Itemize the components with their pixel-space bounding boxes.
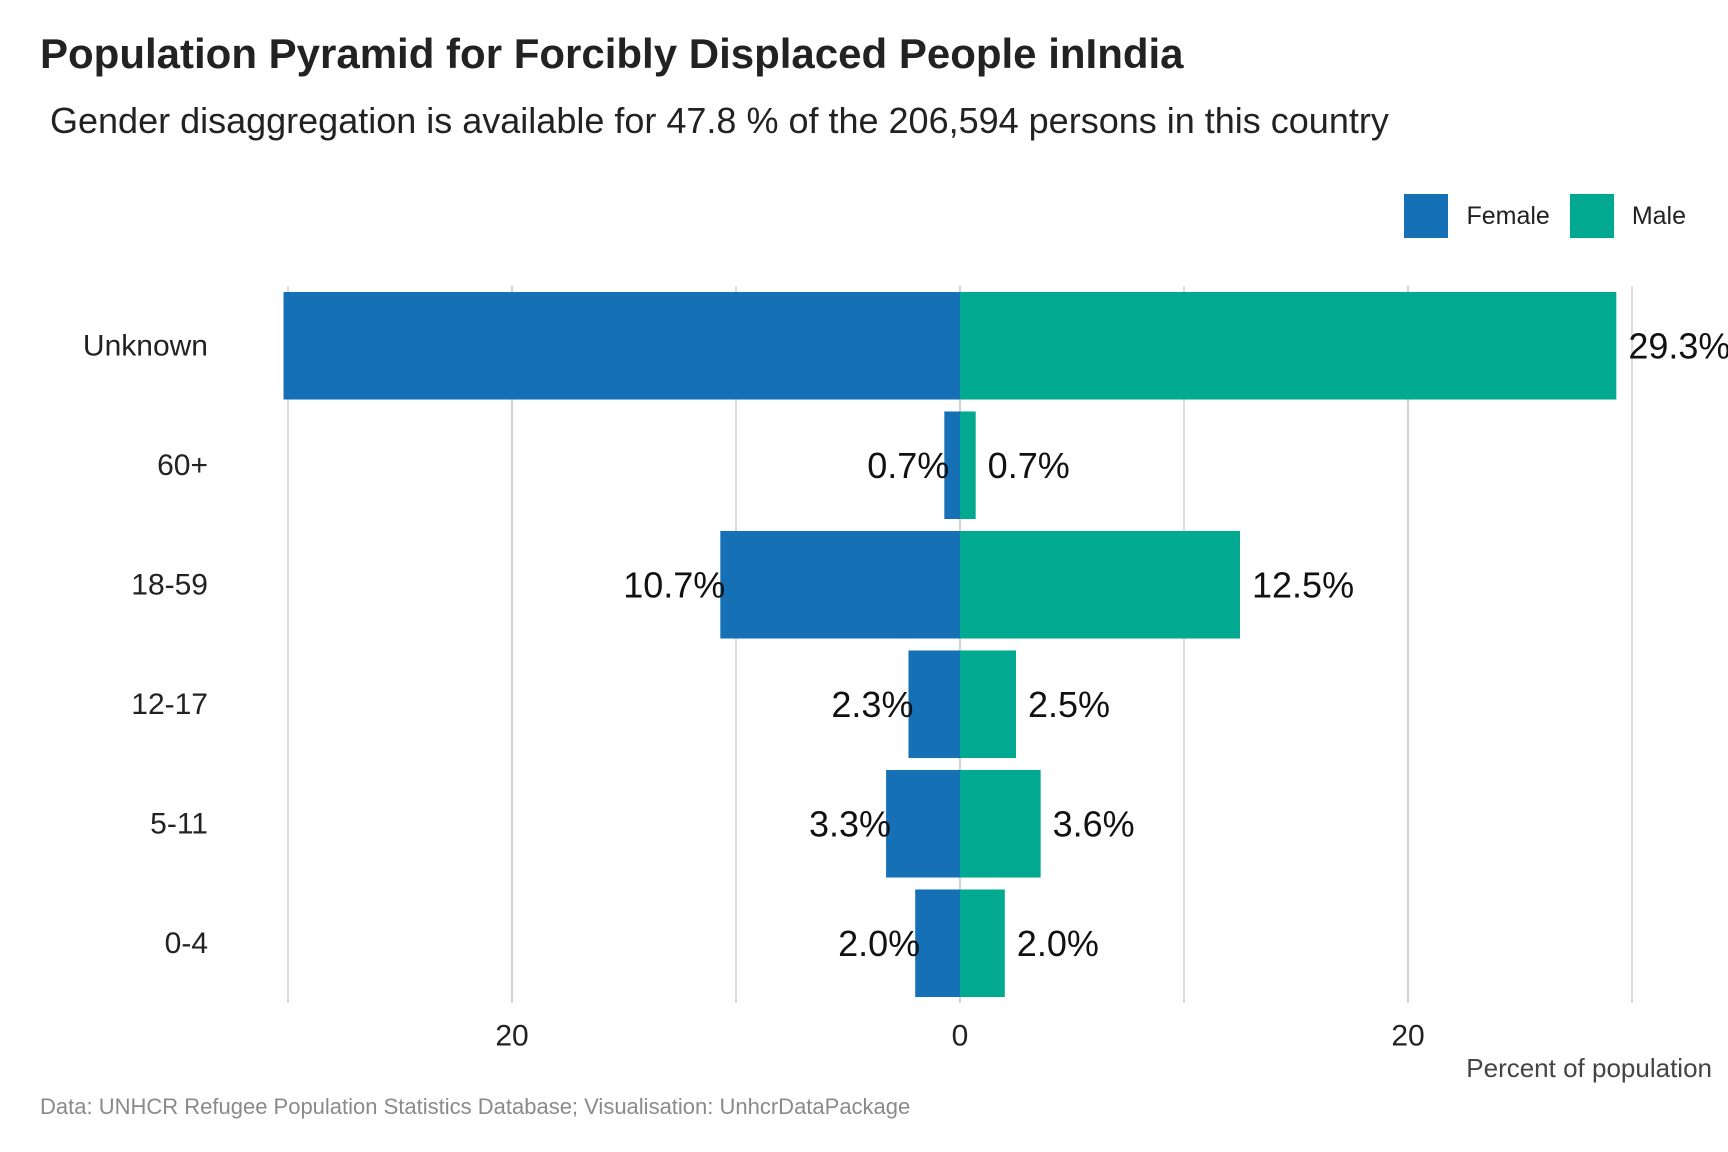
data-label-female: 2.3% — [831, 684, 913, 725]
bar-male — [960, 889, 1005, 998]
x-tick-label: 0 — [952, 1020, 969, 1053]
chart-subtitle: Gender disaggregation is available for 4… — [50, 100, 1389, 141]
legend-label-male: Male — [1631, 201, 1686, 230]
legend-item-female: Female — [1404, 194, 1550, 238]
bar-male — [960, 650, 1016, 759]
data-label-male: 0.7% — [988, 445, 1070, 486]
bar-male — [960, 291, 1617, 400]
data-label-female: 0.7% — [867, 445, 949, 486]
bar-female — [720, 530, 960, 639]
bar-female — [915, 889, 960, 998]
data-label-male: 29.3% — [1628, 325, 1728, 366]
chart-title: Population Pyramid for Forcibly Displace… — [40, 30, 1184, 77]
data-label-male: 12.5% — [1252, 564, 1354, 605]
bar-male — [960, 769, 1041, 878]
data-label-female: 2.0% — [838, 923, 920, 964]
bar-male — [960, 411, 976, 520]
bar-female — [908, 650, 960, 759]
y-tick-label: 60+ — [157, 449, 208, 482]
data-label-male: 2.5% — [1028, 684, 1110, 725]
y-tick-label: 5-11 — [150, 807, 208, 840]
y-tick-label: 12-17 — [131, 688, 208, 721]
data-label-female: 10.7% — [623, 564, 725, 605]
legend-label-female: Female — [1466, 201, 1550, 230]
x-tick-label: 20 — [1391, 1020, 1424, 1053]
data-label-male: 3.6% — [1053, 803, 1135, 844]
data-label-female: 3.3% — [809, 803, 891, 844]
bar-female — [283, 291, 960, 400]
y-tick-label: 0-4 — [165, 927, 208, 960]
legend: Female Male — [1384, 194, 1686, 238]
legend-swatch-female — [1404, 194, 1449, 238]
y-tick-label: Unknown — [83, 329, 208, 362]
x-tick-label: 20 — [495, 1020, 528, 1053]
bar-female — [944, 411, 960, 520]
x-axis-title: Percent of population — [1466, 1053, 1712, 1083]
legend-item-male: Male — [1569, 194, 1686, 238]
legend-swatch-male — [1569, 194, 1614, 238]
y-tick-label: 18-59 — [131, 568, 208, 601]
bar-female — [886, 769, 960, 878]
source-caption: Data: UNHCR Refugee Population Statistic… — [40, 1094, 911, 1119]
data-label-male: 2.0% — [1017, 923, 1099, 964]
bar-male — [960, 530, 1240, 639]
